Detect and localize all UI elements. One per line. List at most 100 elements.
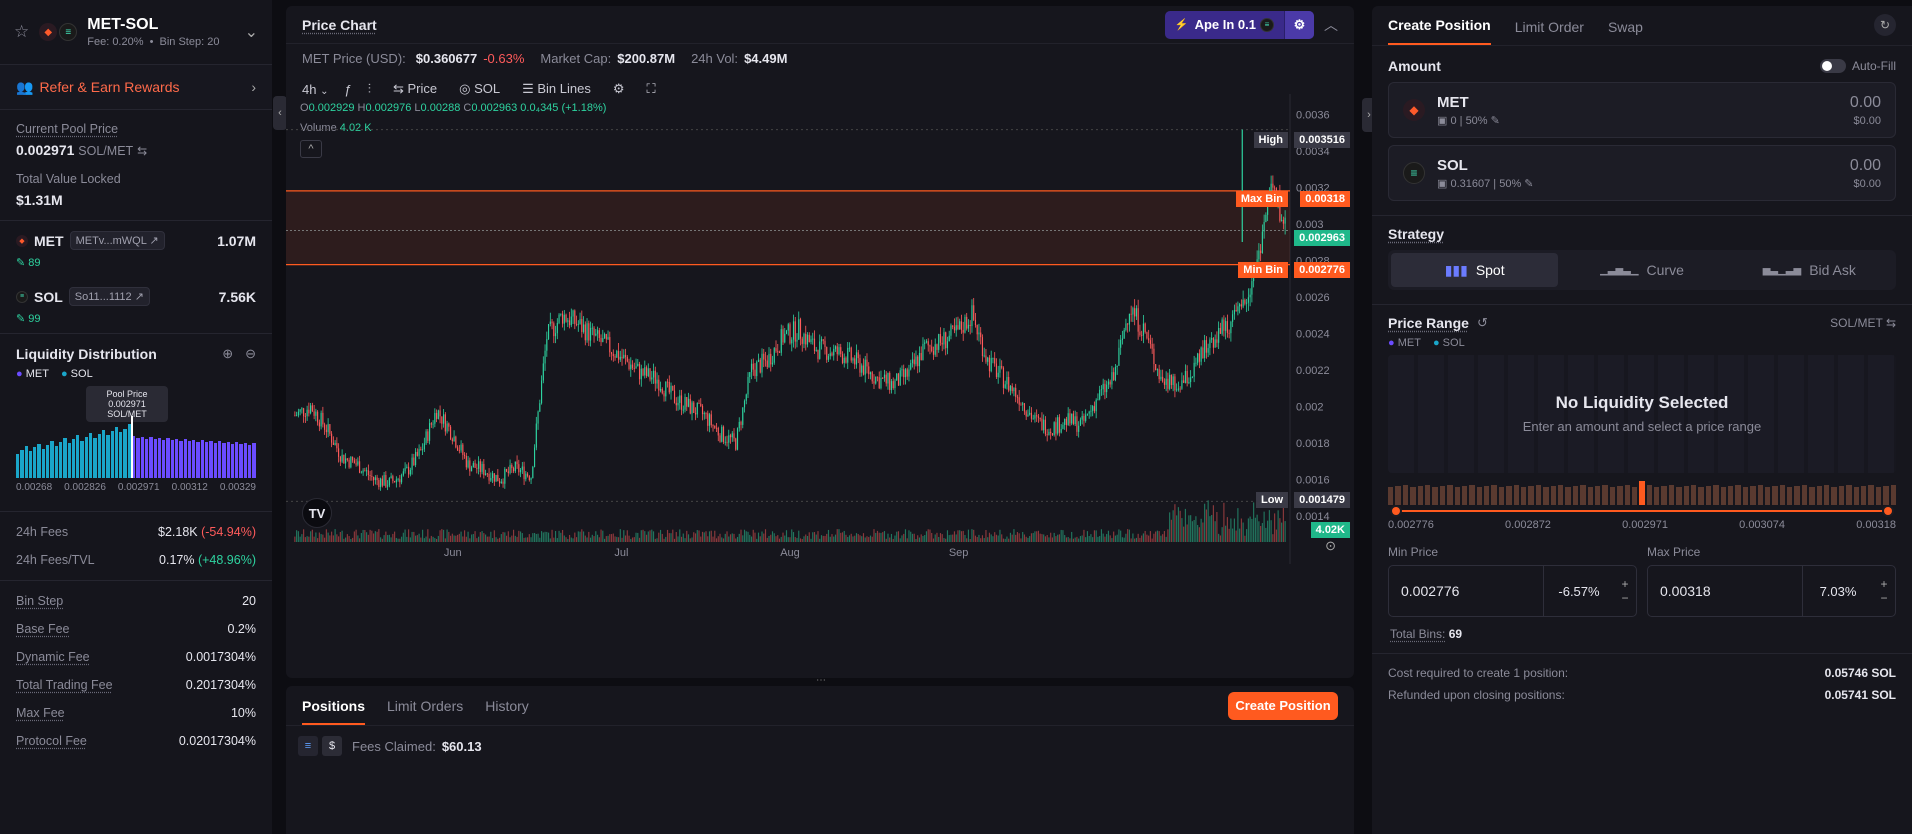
refresh-icon[interactable]: ↻ [1874,14,1896,36]
candle-body [750,363,753,373]
autofill-toggle[interactable] [1819,59,1846,73]
reset-range-icon[interactable]: ↺ [1476,315,1488,330]
range-bins[interactable] [1388,481,1896,505]
candle-body [892,381,894,389]
tradingview-logo[interactable]: TV [302,498,332,528]
list-view-icon[interactable]: ≡ [298,736,318,756]
tab-history[interactable]: History [485,697,529,714]
volume-bar [303,529,305,542]
candle-body [1128,313,1130,325]
increment-icon[interactable]: + [1880,577,1888,591]
volume-bar [1041,534,1043,542]
pair-fee: Fee: 0.20% [87,36,144,48]
input-value[interactable]: 0.00 [1849,93,1881,111]
candle-body [917,356,919,367]
ohlc-h-label: H [357,102,366,114]
volume-bar [735,538,737,542]
collapse-legend-button[interactable]: ^ [300,140,322,158]
increment-icon[interactable]: + [1621,577,1629,591]
range-slider[interactable] [1388,505,1896,517]
max-price-input[interactable]: 0.00318 7.03% + − [1647,565,1896,617]
candle-type-icon[interactable]: ⫶ [367,81,371,96]
candlestick-chart[interactable]: 0.00360.00340.00320.0030.00280.00260.002… [286,94,1354,574]
strategy-curve[interactable]: ▁▃▅▃▁ Curve [1558,253,1725,287]
price-toggle[interactable]: ⇆ Price [393,81,437,97]
volume-bar [719,533,721,542]
resize-handle[interactable]: ⋯ [816,675,826,686]
swap-direction-icon[interactable]: ⇆ [137,144,148,158]
input-pct[interactable]: 50% [1465,114,1488,127]
sol-amount-input[interactable]: ≡ SOL ▣ 0.31607 | 50% ✎ 0.00 $0.00 [1388,145,1896,201]
range-handle-max[interactable] [1882,505,1894,517]
candle-body [833,348,835,356]
decrement-icon[interactable]: − [1621,591,1629,605]
refer-earn-link[interactable]: 👥 Refer & Earn Rewards › [0,65,272,109]
star-icon[interactable]: ☆ [14,22,30,41]
volume-bar [960,531,963,542]
pair-header[interactable]: ☆ ◆ ≡ MET-SOL Fee: 0.20% • Bin Step: 20 … [0,0,272,64]
liquidity-bar [230,443,235,478]
range-bin [1617,486,1623,505]
volume-bar [911,533,914,542]
tab-limit-order[interactable]: Limit Order [1514,19,1584,35]
volume-bar [848,535,851,542]
strategy-spot[interactable]: ▮▮▮ Spot [1391,253,1559,287]
swap-icon[interactable]: ⇆ [1885,316,1896,330]
input-pct[interactable]: 50% [1499,177,1522,190]
volume-bar [413,531,415,542]
min-price-value[interactable]: 0.002776 [1389,566,1544,616]
candle-body [899,370,901,386]
token-address-link[interactable]: So11...1112 ↗ [68,287,150,306]
indicator-icon[interactable]: ƒ [344,81,352,97]
ape-settings-icon[interactable]: ⚙ [1284,10,1314,39]
interval-select[interactable]: 4h ⌄ [302,82,328,97]
fullscreen-icon[interactable]: ⛶ [646,81,656,96]
candle-body [1106,384,1108,393]
volume-bar [595,531,597,542]
liq-axis-label: 0.00312 [171,482,208,493]
bin-lines-toggle[interactable]: ☰ Bin Lines [522,81,591,97]
strategy-bidask[interactable]: ▅▃▁▃▅ Bid Ask [1726,253,1893,287]
candle-body [488,473,490,481]
candle-body [890,381,893,391]
min-price-input[interactable]: 0.002776 -6.57% + − [1388,565,1637,617]
token-address-link[interactable]: METv...mWQL ↗ [69,231,165,250]
ape-in-button[interactable]: ⚡ Ape In 0.1 ≡ ⚙ [1164,10,1314,39]
volume-bar [651,529,653,542]
decrement-icon[interactable]: − [1880,591,1888,605]
zoom-out-icon[interactable]: ⊖ [245,346,256,361]
liq-axis-label: 0.00268 [16,482,53,493]
edit-icon[interactable]: ✎ [1524,177,1534,190]
tab-create-position[interactable]: Create Position [1388,17,1491,45]
volume-bar [999,529,1001,542]
volume-bar [1198,527,1200,542]
candle-body [1165,378,1167,385]
collapse-chart-icon[interactable]: ︿ [1324,16,1338,33]
range-handle-min[interactable] [1390,505,1402,517]
volume-bar [1011,534,1013,542]
candle-body [406,466,408,469]
candle-body [1207,348,1209,353]
edit-icon[interactable]: ✎ [1490,114,1500,127]
param-value: 20 [242,594,256,608]
collapse-left-handle[interactable]: ‹ [273,96,287,130]
tab-positions[interactable]: Positions [302,687,366,725]
max-price-value[interactable]: 0.00318 [1648,566,1803,616]
create-position-button[interactable]: Create Position [1228,691,1338,720]
volume-bar [530,537,532,542]
reset-view-icon[interactable]: ⊙ [1325,538,1336,553]
candle-body [1160,376,1162,380]
chart-settings-icon[interactable]: ⚙ [612,81,625,96]
tab-swap[interactable]: Swap [1607,19,1643,35]
input-value[interactable]: 0.00 [1849,156,1881,174]
met-amount-input[interactable]: ◆ MET ▣ 0 | 50% ✎ 0.00 $0.00 [1388,82,1896,138]
volume-bar [476,538,478,542]
chevron-down-icon[interactable]: ⌄ [244,24,258,41]
sol-toggle[interactable]: ◎ SOL [459,81,500,97]
dollar-view-icon[interactable]: $ [322,736,342,756]
volume-bar [962,530,964,542]
tvl-value: $1.31M [16,192,63,208]
lines-icon: ☰ [522,81,538,96]
zoom-in-icon[interactable]: ⊕ [222,346,234,361]
tab-limit-orders[interactable]: Limit Orders [387,697,464,714]
